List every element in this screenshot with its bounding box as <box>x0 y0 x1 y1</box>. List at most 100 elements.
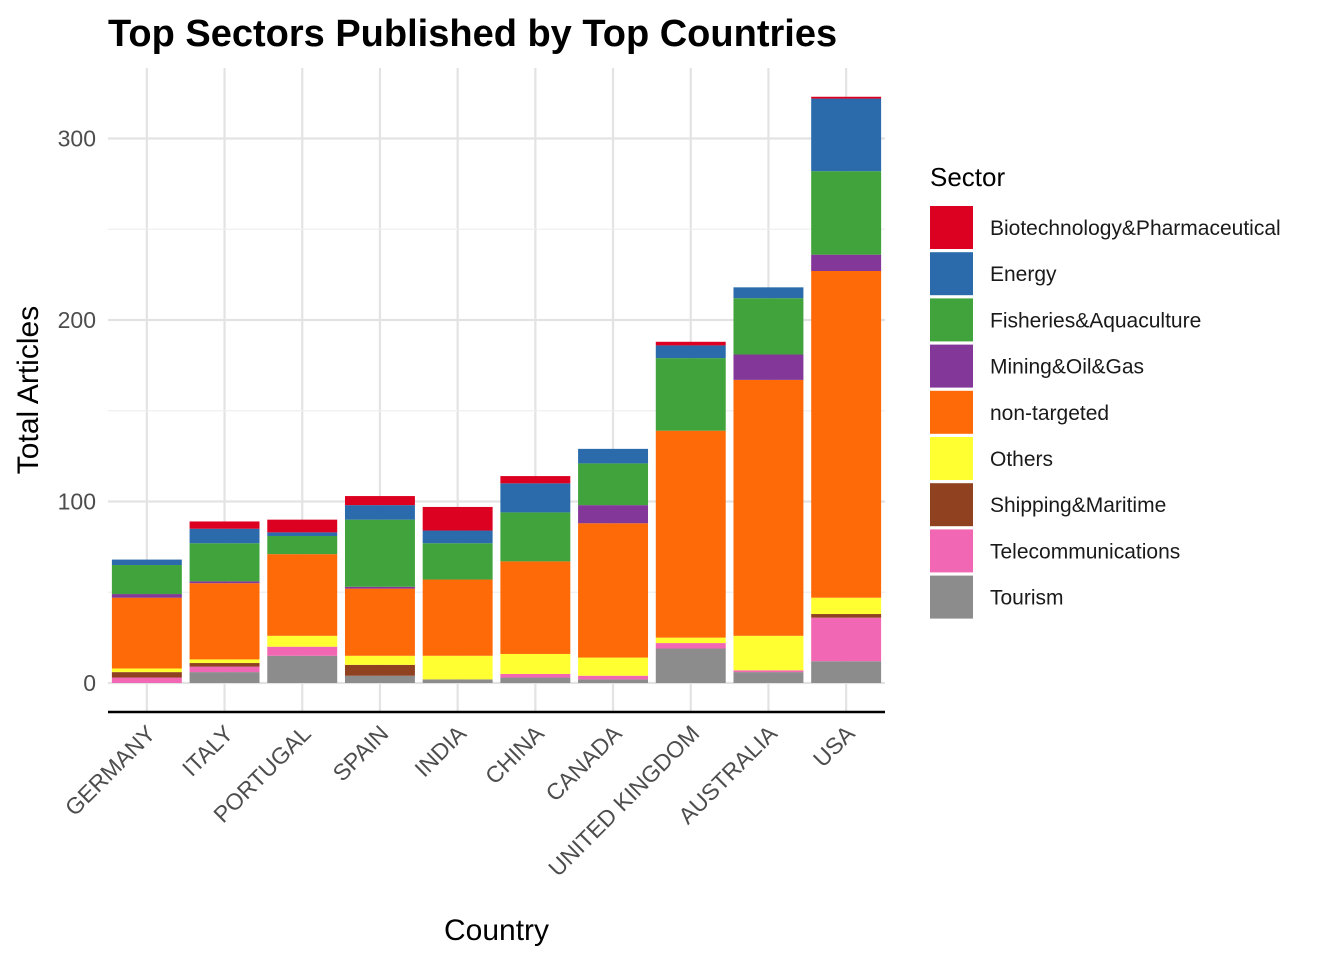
bar-segment-fisheries-aquaculture <box>111 565 182 595</box>
bar-stack-germany <box>111 559 182 683</box>
legend-swatch <box>930 437 973 480</box>
chart-title: Top Sectors Published by Top Countries <box>108 13 837 55</box>
legend-item-mining-oil-gas: Mining&Oil&Gas <box>930 344 1144 388</box>
legend-label: Energy <box>990 263 1057 286</box>
legend-label: Shipping&Maritime <box>990 494 1166 517</box>
bar-stack-china <box>500 476 571 683</box>
bar-segment-telecommunications <box>733 670 804 673</box>
x-tick-label-india: INDIA <box>409 720 471 782</box>
y-tick-label: 300 <box>58 126 96 152</box>
bar-segment-mining-oil-gas <box>578 505 649 524</box>
bar-stack-usa <box>811 96 882 683</box>
bar-segment-tourism <box>733 672 804 683</box>
legend-swatch <box>930 252 973 296</box>
legend-label: Tourism <box>990 587 1064 610</box>
bar-segment-fisheries-aquaculture <box>267 535 338 555</box>
bar-segment-others <box>267 635 338 647</box>
bar-segment-biotechnology-pharmaceutical <box>189 521 260 529</box>
bar-segment-tourism <box>655 648 726 683</box>
legend: Sector Biotechnology&Pharmaceutical Energ… <box>930 162 1281 619</box>
bar-segment-tourism <box>344 675 415 683</box>
bar-stack-australia <box>733 287 804 683</box>
bar-segment-energy <box>344 505 415 520</box>
legend-item-telecommunications: Telecommunications <box>930 529 1180 573</box>
legend-swatch <box>930 483 973 527</box>
bar-segment-telecommunications <box>811 617 882 662</box>
x-tick-label-china: CHINA <box>480 720 549 789</box>
x-axis-title: Country <box>444 914 549 947</box>
bar-segment-non-targeted <box>344 588 415 656</box>
legend-item-biotechnology-pharmaceutical: Biotechnology&Pharmaceutical <box>930 206 1281 249</box>
bar-segment-non-targeted <box>500 561 571 654</box>
legend-item-fisheries-aquaculture: Fisheries&Aquaculture <box>930 298 1201 342</box>
bar-segment-telecommunications <box>655 643 726 649</box>
bar-segment-others <box>500 653 571 674</box>
x-tick-label-germany: GERMANY <box>60 720 161 821</box>
y-tick-label: 0 <box>83 670 96 696</box>
bar-segment-fisheries-aquaculture <box>189 543 260 582</box>
bar-segment-mining-oil-gas <box>733 354 804 380</box>
legend-item-others: Others <box>930 437 1053 480</box>
legend-swatch <box>930 575 973 619</box>
y-axis-title: Total Articles <box>12 306 45 474</box>
bar-segment-non-targeted <box>733 379 804 636</box>
legend-title: Sector <box>930 162 1005 192</box>
bar-stack-italy <box>189 521 260 683</box>
x-tick-label-united-kingdom: UNITED KINGDOM <box>543 720 704 881</box>
bar-segment-energy <box>500 483 571 513</box>
bar-segment-others <box>422 655 493 680</box>
bar-segment-others <box>578 657 649 676</box>
legend-swatch <box>930 344 973 388</box>
bar-segment-others <box>655 637 726 644</box>
bar-segment-energy <box>655 345 726 359</box>
bar-segment-others <box>111 668 182 673</box>
bar-stack-spain <box>344 496 415 683</box>
bar-segment-tourism <box>811 661 882 683</box>
legend-swatch <box>930 390 973 434</box>
legend-item-tourism: Tourism <box>930 575 1064 619</box>
bar-segment-fisheries-aquaculture <box>500 512 571 562</box>
bar-segment-biotechnology-pharmaceutical <box>344 496 415 506</box>
bar-segment-others <box>733 635 804 671</box>
bar-segment-non-targeted <box>111 597 182 669</box>
bar-segment-biotechnology-pharmaceutical <box>267 519 338 533</box>
bars <box>111 96 882 683</box>
bar-segment-mining-oil-gas <box>811 254 882 271</box>
bar-segment-tourism <box>189 672 260 683</box>
bar-segment-biotechnology-pharmaceutical <box>811 96 882 99</box>
bar-segment-telecommunications <box>267 646 338 656</box>
bar-segment-others <box>344 655 415 665</box>
bar-segment-biotechnology-pharmaceutical <box>500 476 571 484</box>
bar-segment-shipping-maritime <box>344 664 415 676</box>
bar-stack-portugal <box>267 519 338 683</box>
bar-segment-others <box>189 659 260 664</box>
bar-segment-energy <box>733 287 804 299</box>
bar-segment-fisheries-aquaculture <box>422 543 493 580</box>
legend-label: Biotechnology&Pharmaceutical <box>990 217 1281 240</box>
legend-label: Fisheries&Aquaculture <box>990 309 1201 332</box>
bar-segment-energy <box>578 448 649 464</box>
legend-label: Others <box>990 448 1053 471</box>
bar-segment-energy <box>811 98 882 172</box>
bar-segment-tourism <box>500 677 571 683</box>
bar-segment-mining-oil-gas <box>111 594 182 598</box>
legend-swatch <box>930 298 973 342</box>
bar-segment-shipping-maritime <box>111 672 182 678</box>
bar-segment-fisheries-aquaculture <box>344 519 415 587</box>
bar-segment-biotechnology-pharmaceutical <box>655 341 726 346</box>
bar-segment-fisheries-aquaculture <box>811 171 882 255</box>
bar-segment-tourism <box>422 679 493 683</box>
bar-segment-non-targeted <box>655 430 726 638</box>
bar-segment-fisheries-aquaculture <box>578 463 649 506</box>
bar-segment-non-targeted <box>189 583 260 660</box>
legend-label: Mining&Oil&Gas <box>990 356 1144 379</box>
legend-label: Telecommunications <box>990 540 1180 563</box>
x-tick-label-italy: ITALY <box>177 720 238 781</box>
bar-segment-shipping-maritime <box>811 614 882 618</box>
bar-segment-non-targeted <box>578 523 649 658</box>
bar-segment-energy <box>111 559 182 566</box>
bar-segment-telecommunications <box>500 673 571 678</box>
legend-swatch <box>930 529 973 573</box>
bar-segment-shipping-maritime <box>189 663 260 667</box>
